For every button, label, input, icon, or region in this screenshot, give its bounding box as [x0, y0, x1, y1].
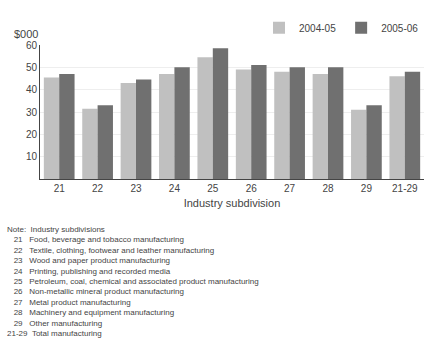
- svg-text:28: 28: [322, 183, 334, 194]
- svg-text:23: 23: [130, 183, 142, 194]
- svg-text:21: 21: [54, 183, 66, 194]
- svg-text:2004-05: 2004-05: [299, 23, 336, 34]
- svg-text:22: 22: [92, 183, 104, 194]
- svg-text:Industry subdivision: Industry subdivision: [184, 197, 281, 209]
- svg-text:29: 29: [361, 183, 373, 194]
- svg-text:26: 26: [246, 183, 258, 194]
- svg-text:25: 25: [207, 183, 219, 194]
- svg-text:30: 30: [26, 107, 38, 118]
- svg-text:21-29: 21-29: [392, 183, 418, 194]
- svg-text:40: 40: [26, 84, 38, 95]
- svg-text:10: 10: [26, 151, 38, 162]
- svg-text:50: 50: [26, 62, 38, 73]
- svg-text:60: 60: [26, 40, 38, 51]
- svg-text:Note: Industry subdivisions: Note: Industry subdivisions 21 Food, bev…: [7, 225, 259, 338]
- svg-text:20: 20: [26, 129, 38, 140]
- svg-text:$000: $000: [14, 28, 38, 40]
- svg-text:24: 24: [169, 183, 181, 194]
- svg-text:27: 27: [284, 183, 296, 194]
- svg-text:2005-06: 2005-06: [381, 23, 418, 34]
